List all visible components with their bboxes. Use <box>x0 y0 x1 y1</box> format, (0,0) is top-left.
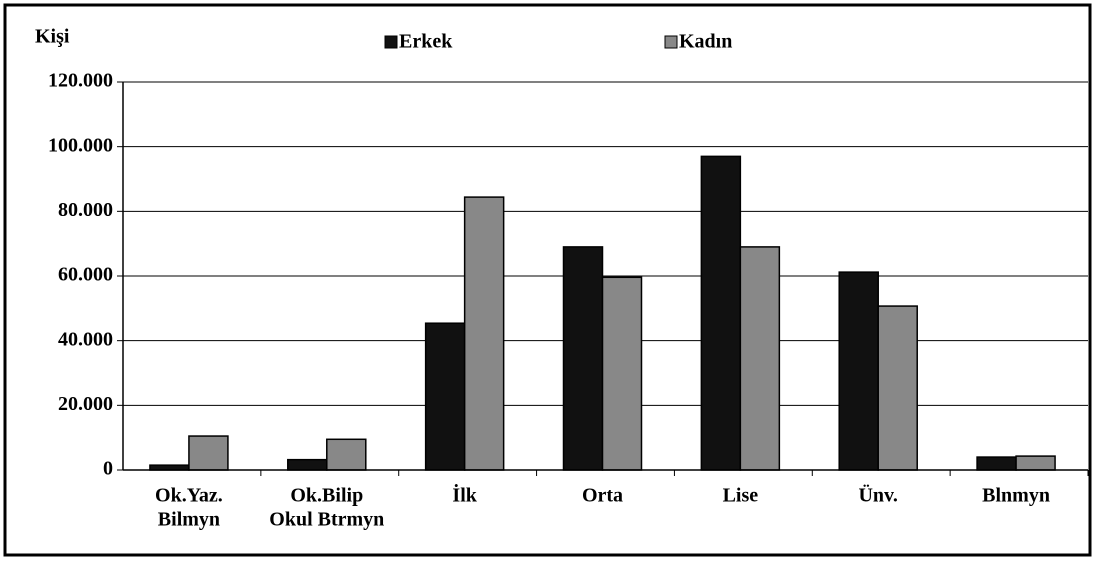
legend-label: Erkek <box>399 31 453 53</box>
legend-swatch <box>664 35 678 49</box>
y-tick-label: 60.000 <box>58 264 113 286</box>
bar <box>739 246 781 471</box>
bar <box>424 322 466 471</box>
y-tick-label: 20.000 <box>58 393 113 415</box>
x-tick-label: Okul Btrmyn <box>269 509 384 531</box>
y-axis-label: Kişi <box>35 26 70 48</box>
bar <box>463 196 505 471</box>
bar <box>326 438 367 471</box>
y-tick-label: 40.000 <box>58 328 113 350</box>
legend-swatch <box>384 35 398 49</box>
x-tick-label: Ok.Yaz. <box>155 485 223 507</box>
y-tick-label: 0 <box>103 458 113 480</box>
x-tick-label: İlk <box>452 483 477 507</box>
bar <box>287 458 328 471</box>
y-tick-label: 100.000 <box>48 134 113 156</box>
y-tick-label: 80.000 <box>58 199 113 221</box>
x-tick-label: Ünv. <box>858 484 897 507</box>
bar <box>562 246 604 471</box>
bar <box>838 271 879 471</box>
legend-label: Kadın <box>679 31 732 53</box>
x-tick-label: Bilmyn <box>158 509 220 531</box>
bar <box>188 435 229 471</box>
x-tick-label: Ok.Bilip <box>290 485 363 507</box>
x-tick-label: Orta <box>582 485 623 507</box>
frame <box>3 3 1092 557</box>
bar <box>1015 455 1056 471</box>
bar <box>700 155 742 471</box>
bar <box>877 305 918 471</box>
y-tick-label: 120.000 <box>48 70 113 92</box>
bar <box>601 276 643 471</box>
x-tick-label: Blnmyn <box>982 485 1050 507</box>
x-tick-label: Lise <box>723 485 759 507</box>
bar <box>976 456 1017 471</box>
